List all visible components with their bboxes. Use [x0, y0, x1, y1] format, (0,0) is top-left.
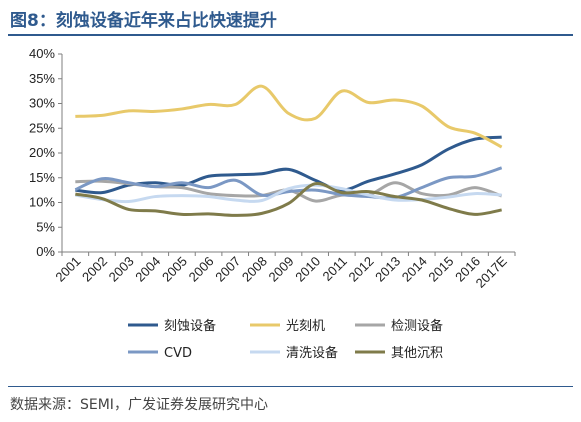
- y-tick-label: 5%: [36, 219, 55, 234]
- series-line-5: [75, 183, 502, 204]
- x-tick-label: 2002: [79, 254, 110, 285]
- source-divider: [8, 386, 573, 387]
- y-tick-label: 25%: [29, 120, 55, 135]
- x-tick-label: 2014: [399, 254, 430, 285]
- series-lines: [74, 84, 503, 217]
- x-tick-label: 2008: [239, 254, 270, 285]
- y-tick-label: 15%: [29, 170, 55, 185]
- y-axis: 0% 5% 10% 15% 20% 25% 30% 35% 40%: [29, 46, 63, 259]
- x-tick-label: 2010: [292, 254, 323, 285]
- series-line-4: [74, 166, 503, 200]
- figure-title: 图8：刻蚀设备近年来占比快速提升: [10, 11, 277, 31]
- series-line-6: [75, 182, 502, 217]
- y-tick-label: 20%: [29, 145, 55, 160]
- x-tick-label: 2009: [266, 254, 297, 285]
- x-tick-label: 2004: [132, 254, 163, 285]
- y-tick-label: 30%: [29, 96, 55, 111]
- y-tick-label: 40%: [29, 46, 55, 61]
- x-tick-label: 2005: [159, 254, 190, 285]
- x-tick-label: 2013: [372, 254, 403, 285]
- x-axis: 2001200220032004200520062007200820092010…: [52, 251, 516, 291]
- legend-label: 其他沉积: [391, 346, 443, 361]
- x-tick-label: 2006: [186, 254, 217, 285]
- series-line-2: [75, 84, 503, 149]
- legend-label: 刻蚀设备: [164, 318, 216, 334]
- x-tick-label: 2017E: [473, 253, 510, 290]
- legend-label: 光刻机: [286, 319, 325, 334]
- x-tick-label: 2015: [425, 254, 456, 285]
- legend: 刻蚀设备 光刻机 检测设备 CVD 清洗设备 其他沉积: [128, 318, 443, 361]
- x-tick-label: 2001: [52, 254, 83, 285]
- y-tick-label: 10%: [29, 195, 55, 210]
- legend-label: 检测设备: [391, 318, 443, 334]
- x-tick-label: 2012: [346, 254, 377, 285]
- line-chart: 0%5%10%15%20%25%30%35%40% 20012002200320…: [29, 46, 516, 361]
- x-tick-label: 2007: [212, 254, 243, 285]
- source-note: 数据来源：SEMI，广发证券发展研究中心: [10, 397, 268, 413]
- x-tick-label: 2003: [106, 254, 137, 285]
- x-tick-label: 2011: [320, 254, 350, 284]
- legend-label: CVD: [164, 346, 192, 361]
- legend-label: 清洗设备: [286, 345, 338, 361]
- y-tick-label: 0%: [36, 244, 55, 259]
- y-tick-label: 35%: [29, 71, 55, 86]
- title-divider: [8, 34, 573, 36]
- series-line-1: [75, 135, 502, 195]
